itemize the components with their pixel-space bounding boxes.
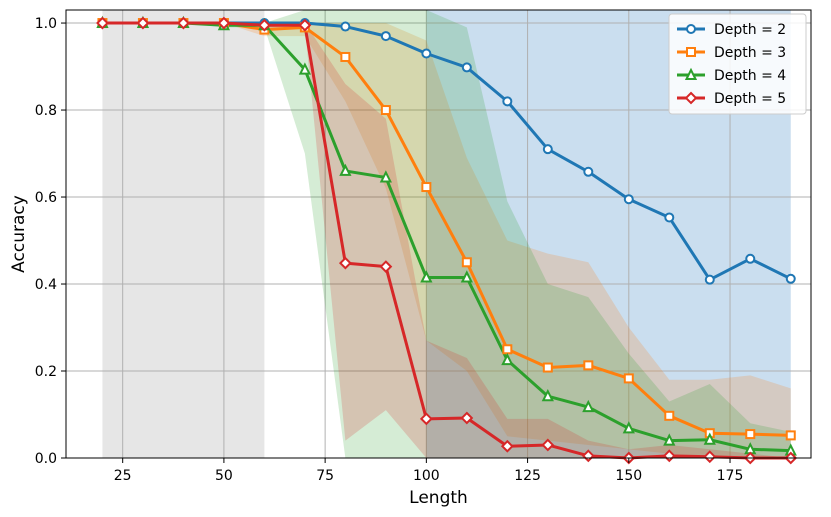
point-series-1-13 (623, 194, 634, 205)
point-series-1-16 (745, 253, 756, 264)
y-axis-label: Accuracy (9, 195, 29, 273)
y-tick-label-3: 0.6 (35, 190, 57, 206)
point-series-1-8 (421, 48, 432, 59)
legend-box (668, 13, 807, 115)
legend-marker-1 (686, 24, 696, 34)
x-tick-label-150: 150 (615, 468, 642, 484)
legend-label-2: Depth = 3 (714, 45, 786, 61)
point-series-3-10 (501, 352, 514, 366)
x-tick-label-175: 175 (717, 468, 744, 484)
legend: Depth = 2 Depth = 3 Depth = 4 Depth = 5 (668, 13, 807, 115)
point-series-1-7 (380, 31, 391, 42)
point-series-1-10 (502, 96, 513, 107)
point-series-3-7 (379, 170, 392, 183)
point-series-4-15 (703, 450, 717, 464)
point-series-2-12 (583, 360, 594, 371)
variance-bands (102, 10, 791, 458)
x-axis-label: Length (409, 488, 468, 508)
x-tick-label-75: 75 (316, 468, 334, 484)
legend-label-3: Depth = 4 (714, 68, 786, 84)
point-series-4-1 (136, 16, 150, 30)
point-series-3-13 (622, 421, 635, 434)
line-series-4 (102, 21, 791, 460)
point-series-3-9 (460, 270, 473, 283)
x-tick-label-50: 50 (215, 468, 233, 484)
band-series-3 (102, 10, 791, 458)
legend-label-4: Depth = 5 (714, 91, 786, 107)
point-series-2-11 (542, 362, 553, 373)
point-series-3-8 (420, 270, 433, 283)
y-tick-label-2: 0.4 (35, 277, 57, 293)
point-series-4-5 (298, 18, 312, 32)
axis-ticks: 25 50 75 100 125 150 175 0.0 0.2 0.4 0.6 0.8 1.0 (35, 16, 744, 484)
legend-marker-4 (684, 91, 698, 105)
band-series-2 (102, 23, 791, 458)
legend-marker-2 (686, 47, 696, 57)
point-series-4-2 (177, 16, 190, 30)
point-series-4-8 (419, 412, 433, 426)
point-series-2-17 (785, 430, 796, 441)
y-tick-label-1: 0.2 (35, 364, 57, 380)
point-series-4-10 (500, 439, 514, 453)
point-series-4-11 (541, 438, 555, 452)
series-lines (102, 21, 792, 460)
point-series-3-12 (582, 399, 595, 413)
point-series-2-13 (623, 373, 634, 384)
legend-marker-3 (684, 67, 698, 80)
x-tick-label-100: 100 (413, 468, 440, 484)
point-series-4-6 (338, 256, 352, 270)
point-series-3-11 (541, 389, 554, 402)
x-tick-label-125: 125 (514, 468, 541, 484)
point-series-2-7 (380, 105, 391, 116)
point-series-1-6 (340, 21, 351, 32)
point-series-4-3 (217, 16, 231, 30)
point-series-2-10 (502, 344, 513, 355)
background-region-1 (102, 10, 265, 458)
y-tick-label-4: 0.8 (35, 103, 57, 119)
point-series-1-11 (542, 144, 553, 155)
point-series-1-15 (704, 274, 715, 285)
point-series-4-7 (379, 260, 393, 274)
point-series-3-15 (703, 432, 716, 445)
plot-frame (65, 9, 812, 459)
legend-label-1: Depth = 2 (714, 22, 786, 38)
point-series-4-4 (257, 18, 271, 32)
point-series-1-17 (785, 273, 796, 284)
point-series-1-14 (664, 212, 675, 223)
y-tick-label-0: 0.0 (35, 451, 57, 467)
series-markers (96, 15, 798, 465)
point-series-2-9 (461, 257, 472, 268)
point-series-3-5 (298, 62, 312, 75)
x-tick-label-25: 25 (114, 468, 132, 484)
band-series-4 (102, 23, 791, 458)
point-series-3-14 (663, 433, 676, 446)
point-series-1-9 (461, 62, 472, 73)
point-series-2-16 (745, 429, 756, 440)
point-series-4-9 (460, 411, 474, 425)
point-series-3-6 (339, 163, 352, 176)
point-series-2-6 (340, 51, 351, 62)
line-series-3 (102, 21, 791, 453)
point-series-2-8 (421, 182, 432, 193)
point-series-1-12 (583, 166, 594, 177)
y-tick-label-5: 1.0 (35, 16, 57, 32)
point-series-4-0 (96, 16, 109, 30)
point-series-2-14 (664, 410, 675, 421)
